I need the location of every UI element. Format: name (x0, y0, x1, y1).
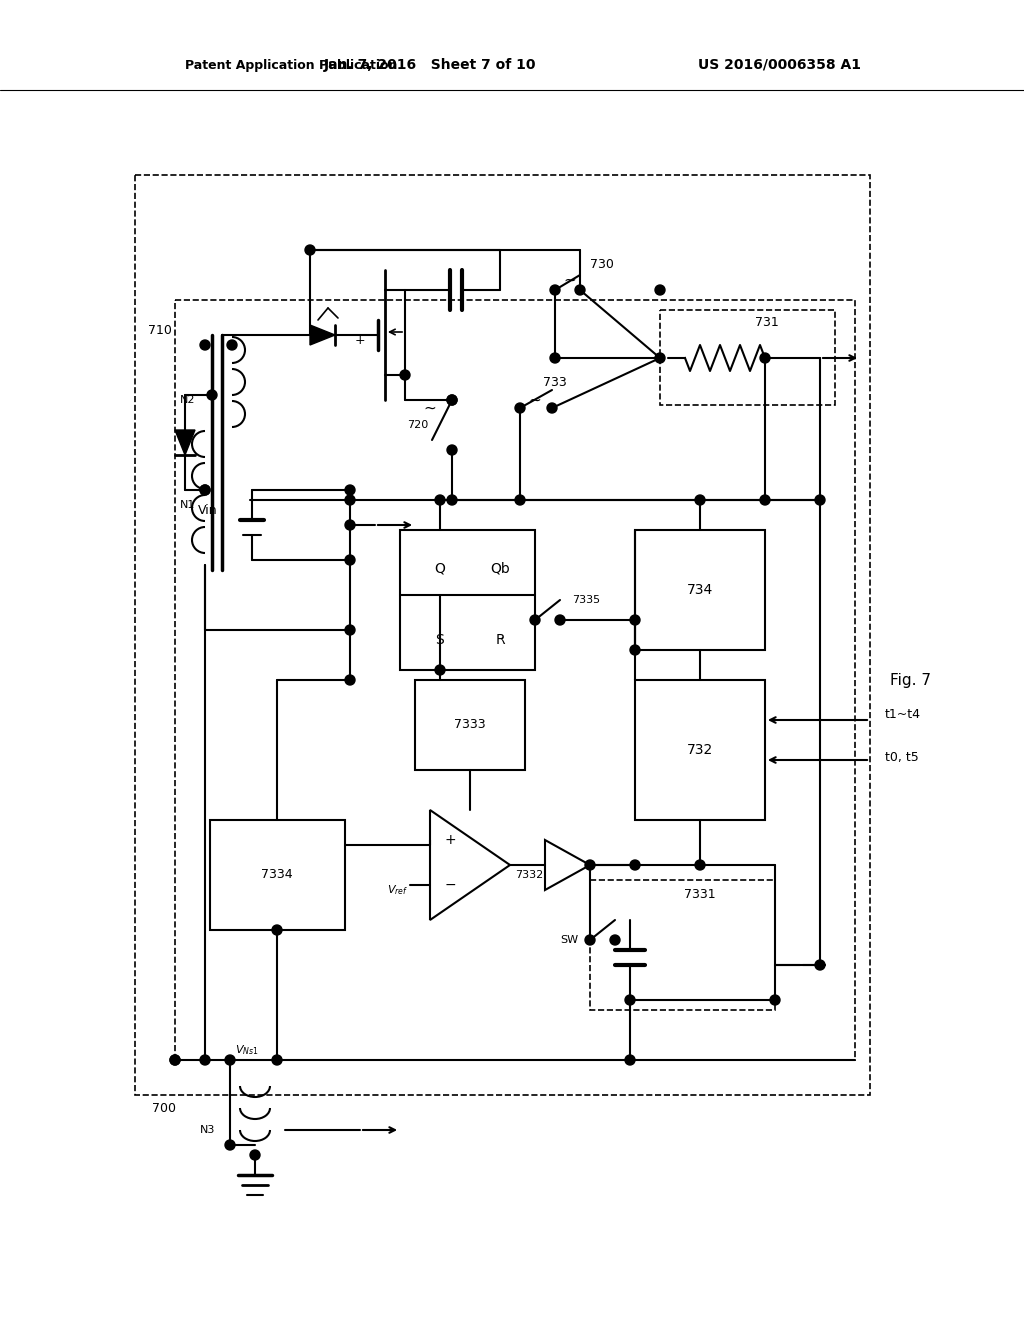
Text: +: + (444, 833, 456, 847)
Text: 732: 732 (687, 743, 713, 756)
Text: ~: ~ (528, 392, 542, 408)
Circle shape (200, 341, 210, 350)
Text: Patent Application Publication: Patent Application Publication (185, 58, 397, 71)
Circle shape (250, 1150, 260, 1160)
Text: R: R (496, 634, 505, 647)
Circle shape (815, 495, 825, 506)
Circle shape (815, 960, 825, 970)
Circle shape (630, 615, 640, 624)
Text: 733: 733 (543, 375, 567, 388)
Circle shape (200, 1055, 210, 1065)
Circle shape (655, 285, 665, 294)
Text: 7335: 7335 (572, 595, 600, 605)
Circle shape (610, 935, 620, 945)
Bar (660, 310, 835, 405)
Circle shape (227, 341, 237, 350)
Bar (635, 680, 765, 820)
Text: 7332: 7332 (515, 870, 544, 880)
Circle shape (515, 403, 525, 413)
Circle shape (435, 495, 445, 506)
Polygon shape (175, 430, 195, 455)
Circle shape (345, 554, 355, 565)
Circle shape (345, 624, 355, 635)
Text: ~: ~ (563, 272, 577, 288)
Circle shape (760, 352, 770, 363)
Bar (135, 176, 870, 1096)
Text: Vin: Vin (199, 503, 218, 516)
Circle shape (225, 1055, 234, 1065)
Text: 731: 731 (755, 315, 778, 329)
Circle shape (515, 495, 525, 506)
Text: 734: 734 (687, 583, 713, 597)
Bar (635, 531, 765, 649)
Circle shape (207, 389, 217, 400)
Circle shape (530, 615, 540, 624)
Circle shape (170, 1055, 180, 1065)
Circle shape (655, 352, 665, 363)
Text: Fig. 7: Fig. 7 (890, 672, 931, 688)
Text: t0, t5: t0, t5 (885, 751, 919, 763)
Text: N3: N3 (200, 1125, 215, 1135)
Circle shape (555, 615, 565, 624)
Bar (400, 531, 535, 671)
Bar (210, 820, 345, 931)
Circle shape (345, 484, 355, 495)
Text: $V_{Ns1}$: $V_{Ns1}$ (234, 1043, 259, 1057)
Text: 720: 720 (407, 420, 428, 430)
Circle shape (200, 484, 210, 495)
Circle shape (272, 925, 282, 935)
Circle shape (447, 495, 457, 506)
Text: $V_{ref}$: $V_{ref}$ (387, 883, 408, 896)
Circle shape (170, 1055, 180, 1065)
Circle shape (585, 861, 595, 870)
Circle shape (695, 495, 705, 506)
Circle shape (625, 995, 635, 1005)
Circle shape (435, 665, 445, 675)
Circle shape (345, 495, 355, 506)
Circle shape (447, 445, 457, 455)
Text: −: − (444, 878, 456, 892)
Text: 7333: 7333 (455, 718, 485, 731)
Text: SW: SW (560, 935, 578, 945)
Polygon shape (310, 325, 335, 345)
Text: +: + (354, 334, 366, 346)
Text: Jan. 7, 2016   Sheet 7 of 10: Jan. 7, 2016 Sheet 7 of 10 (324, 58, 537, 73)
Circle shape (585, 935, 595, 945)
Text: 7331: 7331 (684, 888, 716, 902)
Circle shape (200, 484, 210, 495)
Text: 7334: 7334 (261, 869, 293, 882)
Circle shape (225, 1140, 234, 1150)
Circle shape (760, 495, 770, 506)
Text: N1: N1 (180, 500, 196, 510)
Circle shape (272, 1055, 282, 1065)
Text: Q: Q (434, 561, 445, 576)
Text: 710: 710 (148, 323, 172, 337)
Circle shape (305, 246, 315, 255)
Text: N2: N2 (180, 395, 196, 405)
Text: t1~t4: t1~t4 (885, 709, 921, 722)
Circle shape (400, 370, 410, 380)
Bar (175, 300, 855, 1060)
Text: S: S (435, 634, 444, 647)
Circle shape (547, 403, 557, 413)
Circle shape (345, 520, 355, 531)
Circle shape (345, 675, 355, 685)
Text: 700: 700 (152, 1101, 176, 1114)
Circle shape (625, 1055, 635, 1065)
Circle shape (550, 285, 560, 294)
Circle shape (770, 995, 780, 1005)
Circle shape (575, 285, 585, 294)
Circle shape (447, 395, 457, 405)
Text: 730: 730 (590, 259, 613, 272)
Bar (415, 680, 525, 770)
Circle shape (630, 861, 640, 870)
Text: ~: ~ (424, 400, 436, 416)
Text: US 2016/0006358 A1: US 2016/0006358 A1 (698, 58, 861, 73)
Circle shape (695, 861, 705, 870)
Bar (590, 880, 775, 1010)
Circle shape (447, 395, 457, 405)
Text: Qb: Qb (490, 561, 510, 576)
Circle shape (550, 352, 560, 363)
Circle shape (630, 645, 640, 655)
